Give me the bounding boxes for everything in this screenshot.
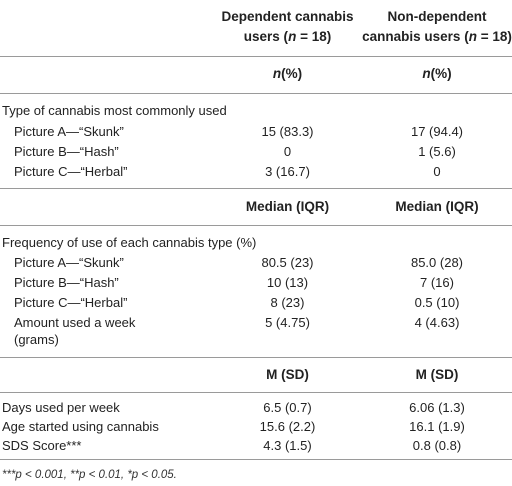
- col2-header-line2: cannabis users (n = 18): [362, 29, 512, 44]
- section2-title: Frequency of use of each cannabis type (…: [2, 235, 257, 250]
- s3-row-label: Days used per week: [2, 400, 120, 415]
- s2-row-dep: 10 (13): [266, 275, 309, 290]
- col1-stat-n-pct: n(%): [272, 66, 303, 81]
- section3-divider: [0, 357, 512, 358]
- col2-header-line1: Non-dependent: [387, 9, 487, 24]
- section2-subdivider: [0, 225, 512, 226]
- s3-row-label: Age started using cannabis: [2, 419, 159, 434]
- s3-row-dep: 6.5 (0.7): [263, 400, 312, 415]
- s1-row-nondep: 17 (94.4): [410, 124, 464, 139]
- s2-amount-dep: 5 (4.75): [265, 315, 310, 330]
- s1-row-dep: 15 (83.3): [261, 124, 314, 139]
- col2-stat-median: Median (IQR): [395, 199, 479, 214]
- s1-row-nondep: 0: [433, 164, 441, 179]
- s3-row-label: SDS Score***: [2, 438, 82, 453]
- s2-row-dep: 80.5 (23): [261, 255, 314, 270]
- section3-subdivider: [0, 392, 512, 393]
- header-divider: [0, 56, 512, 57]
- section2-divider: [0, 188, 512, 189]
- col1-header-line1: Dependent cannabis: [221, 9, 354, 24]
- s2-row-nondep: 0.5 (10): [414, 295, 460, 310]
- s2-row-label: Picture C—“Herbal”: [14, 295, 128, 310]
- section1-divider: [0, 93, 512, 94]
- col2-stat-msd: M (SD): [415, 367, 459, 382]
- s2-amount-nondep: 4 (4.63): [414, 315, 460, 330]
- col2-stat-n-pct: n(%): [422, 66, 452, 81]
- s1-row-dep: 0: [283, 144, 292, 159]
- col1-header-line2: users (n = 18): [243, 29, 332, 44]
- s3-row-nondep: 6.06 (1.3): [409, 400, 465, 415]
- s3-row-nondep: 0.8 (0.8): [412, 438, 462, 453]
- s1-row-nondep: 1 (5.6): [418, 144, 456, 159]
- table-bottom-rule: [0, 459, 512, 460]
- section1-title: Type of cannabis most commonly used: [2, 103, 227, 118]
- s1-row-dep: 3 (16.7): [265, 164, 310, 179]
- s1-row-label: Picture C—“Herbal”: [14, 164, 128, 179]
- s2-amount-label-1: Amount used a week: [14, 315, 136, 330]
- s3-row-nondep: 16.1 (1.9): [409, 419, 465, 434]
- s2-row-nondep: 7 (16): [420, 275, 454, 290]
- s2-amount-label-2: (grams): [14, 332, 59, 347]
- s2-row-dep: 8 (23): [270, 295, 305, 310]
- footnote: ***p < 0.001, **p < 0.01, *p < 0.05.: [2, 469, 177, 481]
- s3-row-dep: 4.3 (1.5): [263, 438, 312, 453]
- s3-row-dep: 15.6 (2.2): [259, 419, 316, 434]
- s1-row-label: Picture B—“Hash”: [14, 144, 119, 159]
- s2-row-label: Picture A—“Skunk”: [14, 255, 124, 270]
- s2-row-label: Picture B—“Hash”: [14, 275, 119, 290]
- s1-row-label: Picture A—“Skunk”: [14, 124, 124, 139]
- col1-stat-median: Median (IQR): [245, 199, 330, 214]
- s2-row-nondep: 85.0 (28): [410, 255, 464, 270]
- col1-stat-msd: M (SD): [266, 367, 309, 382]
